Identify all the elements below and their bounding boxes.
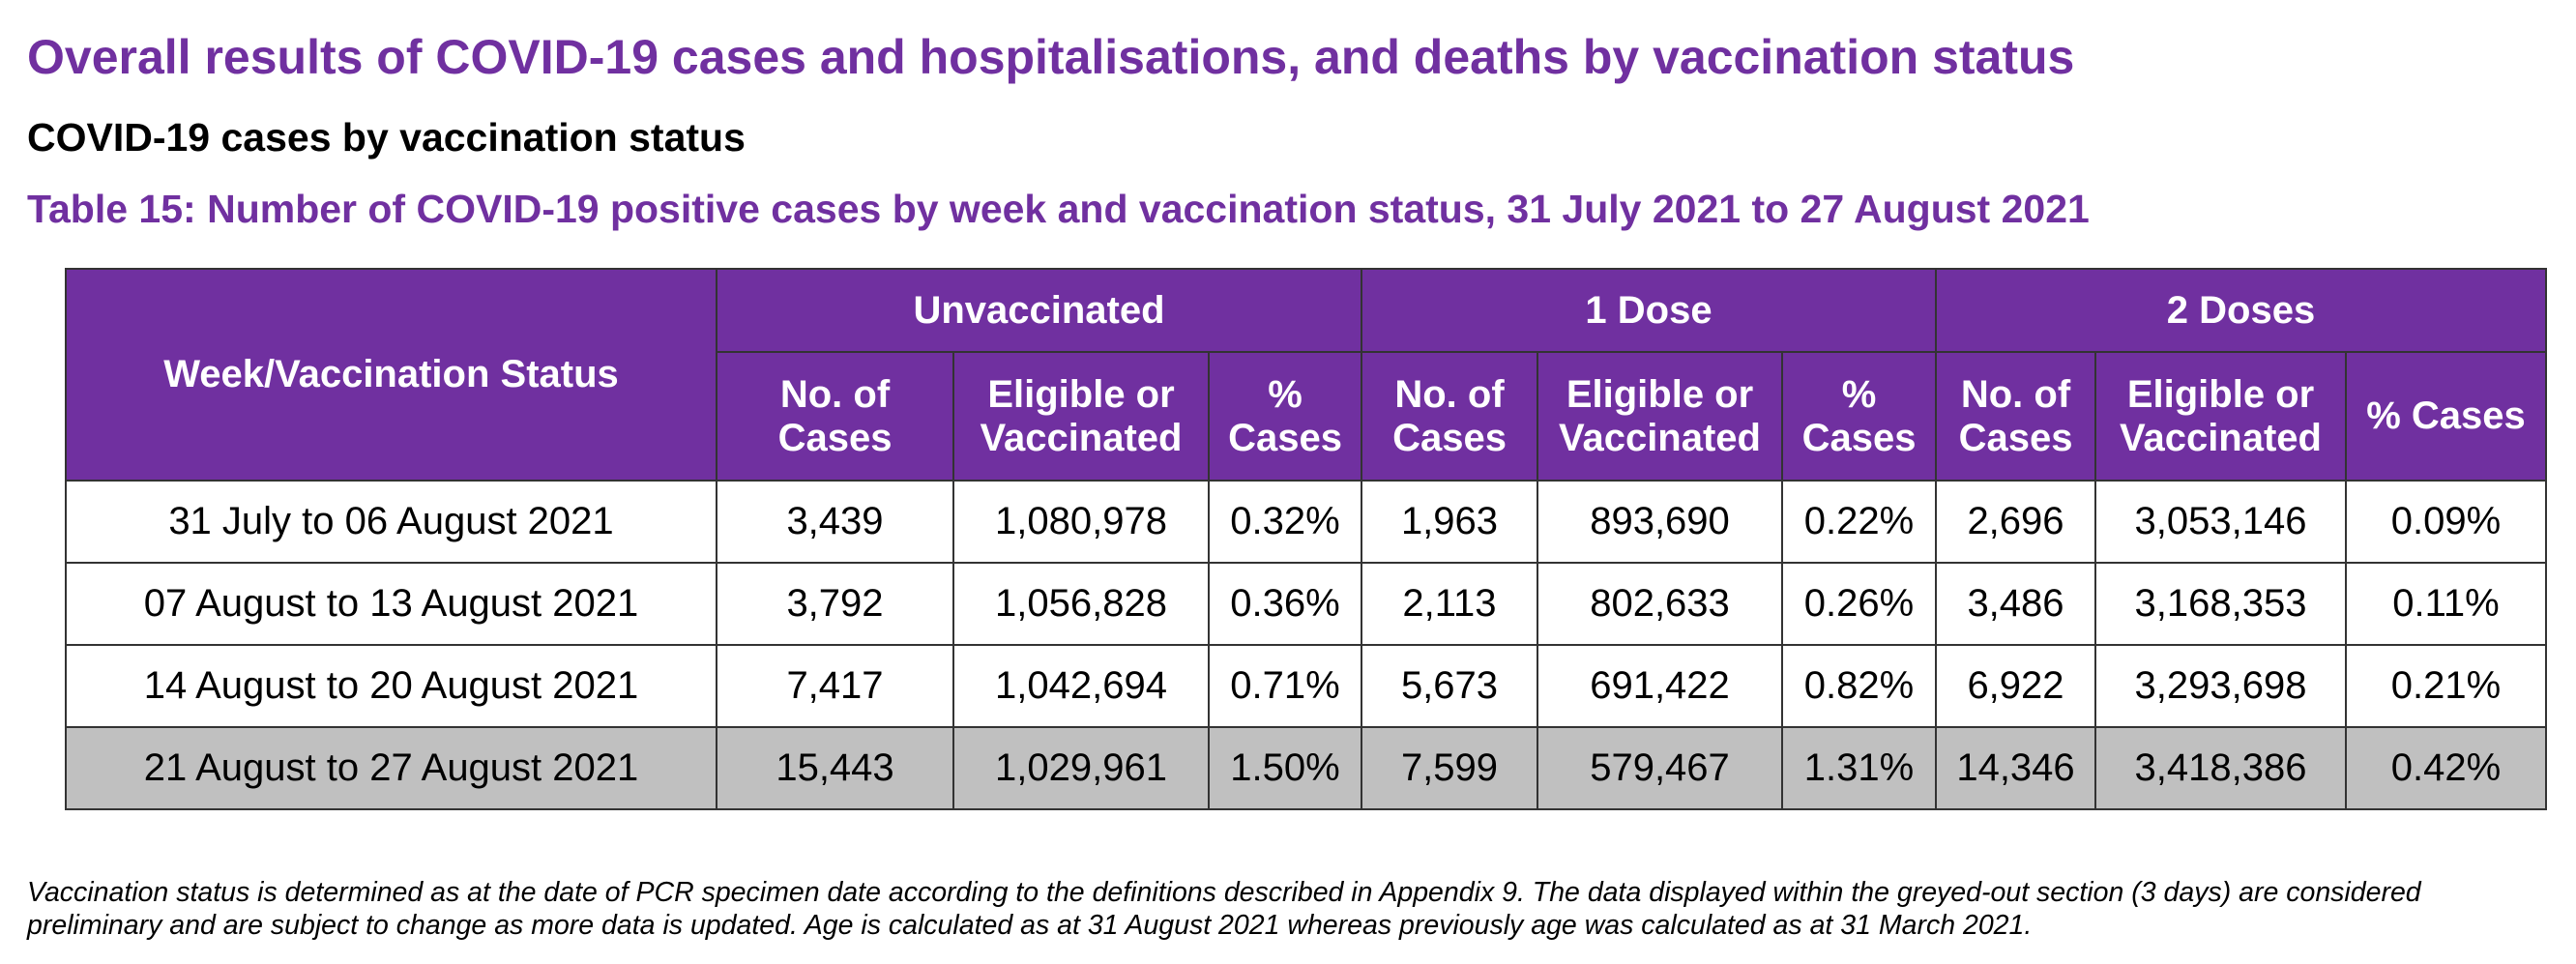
cell-dose2-eligible: 3,418,386 [2094, 726, 2347, 810]
footnote-line-1: Vaccination status is determined as at t… [27, 877, 2421, 908]
col-header-unvax-pct: % Cases [1208, 351, 1362, 482]
cell-dose1-pct: 1.31% [1781, 726, 1937, 810]
col-header-dose2-pct: % Cases [2345, 351, 2547, 482]
cell-dose2-eligible: 3,053,146 [2094, 480, 2347, 564]
table-caption: Table 15: Number of COVID-19 positive ca… [27, 187, 2090, 231]
footnote: Vaccination status is determined as at t… [27, 876, 2561, 942]
cell-dose1-cases: 7,599 [1361, 726, 1538, 810]
cell-dose2-eligible: 3,168,353 [2094, 562, 2347, 646]
cell-dose2-cases: 14,346 [1935, 726, 2096, 810]
week-label: 14 August to 20 August 2021 [65, 644, 717, 728]
cell-dose2-cases: 2,696 [1935, 480, 2096, 564]
cell-unvax-cases: 3,439 [716, 480, 954, 564]
column-header-row: No. of Cases Eligible or Vaccinated % Cases… [66, 351, 2547, 482]
cell-dose2-eligible: 3,293,698 [2094, 644, 2347, 728]
cell-dose1-pct: 0.82% [1781, 644, 1937, 728]
section-title: Overall results of COVID-19 cases and ho… [27, 30, 2075, 84]
col-header-unvax-eligible: Eligible or Vaccinated [952, 351, 1210, 482]
section-subtitle: COVID-19 cases by vaccination status [27, 115, 746, 160]
cell-dose2-pct: 0.09% [2345, 480, 2547, 564]
cell-unvax-pct: 0.32% [1208, 480, 1362, 564]
cases-by-vaccination-table: Week/Vaccination Status Unvaccinated 1 D… [65, 268, 2547, 810]
table-row: 14 August to 20 August 2021 7,417 1,042,69… [65, 644, 2547, 728]
week-label: 21 August to 27 August 2021 [65, 726, 717, 810]
group-header-unvaccinated: Unvaccinated [716, 268, 1362, 353]
row-header-week: Week/Vaccination Status [65, 268, 717, 482]
footnote-line-2: preliminary and are subject to change as… [27, 910, 2033, 941]
table-row: 31 July to 06 August 2021 3,439 1,080,978 0… [65, 480, 2547, 564]
cell-unvax-eligible: 1,080,978 [952, 480, 1210, 564]
cell-dose2-pct: 0.42% [2345, 726, 2547, 810]
cell-dose1-eligible: 691,422 [1537, 644, 1783, 728]
col-header-unvax-cases: No. of Cases [716, 351, 954, 482]
cell-dose1-eligible: 579,467 [1537, 726, 1783, 810]
cell-unvax-pct: 0.36% [1208, 562, 1362, 646]
cell-unvax-eligible: 1,056,828 [952, 562, 1210, 646]
col-header-dose1-pct: % Cases [1781, 351, 1937, 482]
cell-unvax-pct: 0.71% [1208, 644, 1362, 728]
cell-dose1-pct: 0.22% [1781, 480, 1937, 564]
cell-dose1-eligible: 893,690 [1537, 480, 1783, 564]
cell-unvax-eligible: 1,042,694 [952, 644, 1210, 728]
col-header-dose1-eligible: Eligible or Vaccinated [1537, 351, 1783, 482]
week-label: 31 July to 06 August 2021 [65, 480, 717, 564]
group-header-row: Week/Vaccination Status Unvaccinated 1 D… [65, 268, 2547, 482]
cell-dose2-cases: 3,486 [1935, 562, 2096, 646]
cell-unvax-cases: 3,792 [716, 562, 954, 646]
cell-dose1-cases: 1,963 [1361, 480, 1538, 564]
cell-dose1-eligible: 802,633 [1537, 562, 1783, 646]
cell-unvax-eligible: 1,029,961 [952, 726, 1210, 810]
col-header-dose1-cases: No. of Cases [1361, 351, 1538, 482]
cell-dose2-cases: 6,922 [1935, 644, 2096, 728]
cell-unvax-cases: 7,417 [716, 644, 954, 728]
cell-dose1-cases: 2,113 [1361, 562, 1538, 646]
group-header-1-dose: 1 Dose [1361, 268, 1937, 353]
cell-dose2-pct: 0.21% [2345, 644, 2547, 728]
table-row-preliminary: 21 August to 27 August 2021 15,443 1,029,9… [65, 726, 2547, 810]
cell-unvax-cases: 15,443 [716, 726, 954, 810]
cell-unvax-pct: 1.50% [1208, 726, 1362, 810]
cell-dose2-pct: 0.11% [2345, 562, 2547, 646]
col-header-dose2-cases: No. of Cases [1935, 351, 2096, 482]
table-row: 07 August to 13 August 2021 3,792 1,056,82… [65, 562, 2547, 646]
week-label: 07 August to 13 August 2021 [65, 562, 717, 646]
cell-dose1-pct: 0.26% [1781, 562, 1937, 646]
group-header-2-doses: 2 Doses [1935, 268, 2547, 353]
cell-dose1-cases: 5,673 [1361, 644, 1538, 728]
col-header-dose2-eligible: Eligible or Vaccinated [2094, 351, 2347, 482]
